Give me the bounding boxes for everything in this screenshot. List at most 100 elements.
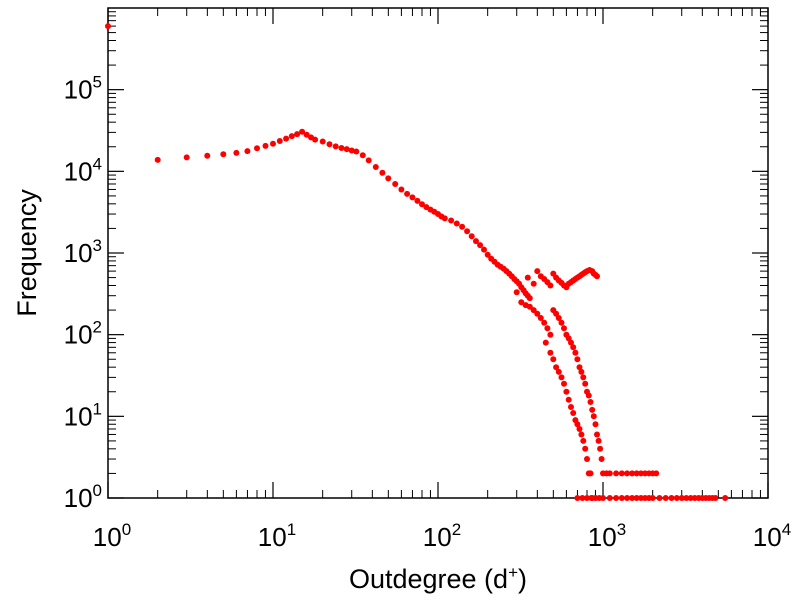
data-point [613,470,620,477]
data-point [312,136,319,143]
data-point [348,147,355,154]
data-point [558,374,565,381]
data-point [555,368,562,375]
y-tick-label: 102 [64,318,102,350]
data-point [441,215,448,222]
data-point [580,437,587,444]
data-point [574,421,581,428]
data-point [568,339,574,346]
data-point [326,141,333,148]
x-tick-label: 102 [423,520,461,552]
data-point [568,404,574,410]
data-point [244,148,251,155]
data-point [576,364,583,371]
y-tick-label: 103 [64,236,102,268]
data-point [294,131,301,138]
data-point [204,152,211,159]
data-point [638,495,644,501]
data-point [518,299,525,306]
data-point [580,374,587,381]
data-point [722,495,729,501]
x-tick-label: 101 [258,520,296,552]
data-point [578,431,585,438]
data-point [220,151,227,158]
x-tick-label: 103 [588,520,626,552]
data-point [618,495,625,501]
data-point [270,140,276,147]
data-point [555,315,562,321]
data-point [598,456,605,462]
data-point [105,23,111,30]
data-point [579,495,586,501]
data-point [183,154,190,161]
data-point [299,128,306,135]
data-point [561,380,567,387]
data-point [544,325,551,332]
data-point [542,339,549,346]
data-point [468,233,475,240]
data-point [597,445,604,452]
data-point [662,495,669,501]
data-point [585,392,592,399]
data-point [574,495,581,501]
data-point [414,197,421,204]
data-point [537,315,544,321]
data-point [589,406,596,413]
data-point [319,138,326,145]
major-ticks [107,8,769,499]
data-point [385,175,392,182]
data-point [563,388,570,395]
data-point [448,217,455,224]
data-point [464,228,471,235]
data-point [712,495,719,501]
data-point [547,282,554,289]
data-point [481,246,487,253]
data-point [594,431,600,438]
x-tick-label: 104 [753,520,791,552]
data-point [453,220,460,227]
data-point [606,495,613,501]
data-point [595,437,602,444]
data-point [613,495,620,501]
data-point [668,495,675,501]
data-point [526,303,533,310]
data-point [547,331,554,338]
data-point [343,146,350,153]
y-tick-label: 101 [64,399,102,431]
data-point [576,426,583,432]
data-point [633,470,640,477]
data-point [553,364,560,371]
data-point [683,495,690,501]
data-point [288,133,295,140]
data-point [534,268,541,275]
data-point [550,356,557,363]
data-points [105,23,729,501]
data-point [594,273,600,280]
data-point [673,495,680,501]
y-tick-labels: 100 101 102 103 104 105 [64,73,102,513]
data-point [154,156,161,163]
y-tick-label: 100 [64,481,102,513]
data-point [570,410,577,416]
data-point [530,280,537,287]
data-point [638,470,644,477]
data-point [262,142,269,149]
data-point [534,310,541,317]
data-point [584,456,590,462]
data-point [283,135,290,142]
data-point [656,495,663,501]
data-point [547,349,554,356]
y-tick-label: 105 [64,73,102,105]
data-point [592,421,599,428]
data-point [582,380,589,387]
data-point [473,238,479,245]
data-point [332,143,339,150]
data-point [513,289,520,296]
data-point [372,164,379,170]
data-point [600,495,606,501]
data-point [649,495,656,501]
data-point [409,194,416,201]
data-point [629,495,636,501]
data-point [526,295,533,302]
